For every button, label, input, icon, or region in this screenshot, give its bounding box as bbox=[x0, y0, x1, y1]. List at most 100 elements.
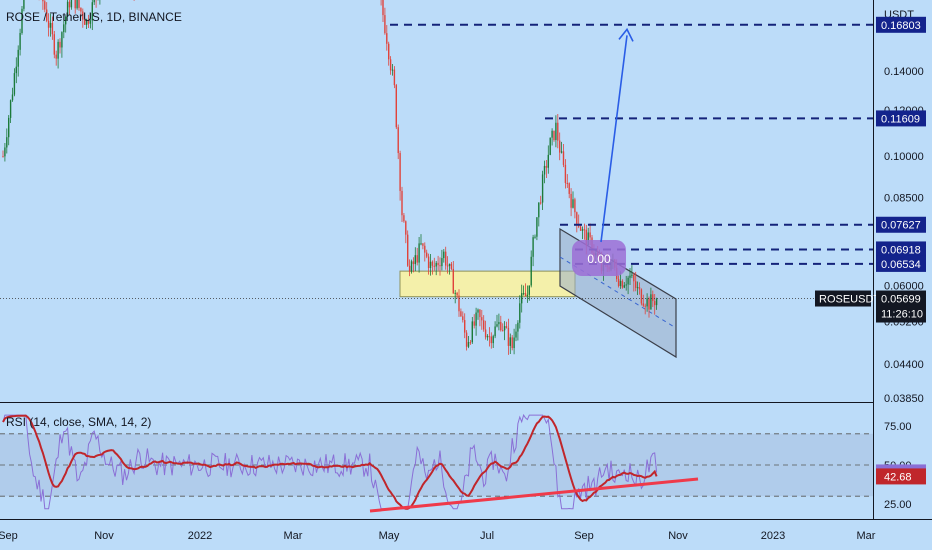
x-tick-labels: Sep Nov 2022 Mar May Jul Sep Nov 2023 Mar bbox=[0, 530, 876, 542]
candle-body bbox=[507, 327, 510, 346]
candle-body bbox=[84, 19, 86, 25]
candle bbox=[517, 320, 519, 341]
candle bbox=[389, 56, 392, 75]
x-tick-label: 2022 bbox=[188, 530, 212, 542]
candle-body bbox=[2, 156, 4, 158]
candle-body bbox=[382, 0, 384, 16]
level-label-text: 0.11609 bbox=[881, 113, 920, 125]
candle-body bbox=[82, 11, 84, 20]
candle-body bbox=[395, 85, 397, 128]
candle bbox=[625, 275, 627, 291]
level-label-text: 0.06918 bbox=[881, 244, 921, 256]
candle-body bbox=[445, 251, 447, 266]
rsi-pane[interactable]: RSI (14, close, SMA, 14, 2) bbox=[0, 413, 873, 513]
breakout-box bbox=[572, 240, 626, 276]
candle-body bbox=[15, 66, 17, 74]
price-scale[interactable]: USDT 0.140000.120000.100000.085000.06000… bbox=[815, 0, 926, 520]
candle-body bbox=[408, 265, 411, 272]
y-tick-label: 0.03850 bbox=[884, 393, 924, 405]
candle-body bbox=[568, 183, 570, 194]
candle bbox=[570, 188, 572, 217]
symbol-title: ROSE / TetherUS, 1D, BINANCE bbox=[6, 10, 182, 24]
candle bbox=[581, 226, 584, 240]
candle-body bbox=[53, 34, 55, 55]
candle bbox=[408, 259, 411, 277]
candle bbox=[515, 324, 517, 342]
candle-body bbox=[576, 212, 578, 224]
candle bbox=[410, 259, 413, 274]
candle-body bbox=[464, 320, 466, 333]
candle-body bbox=[503, 326, 506, 331]
candle-body bbox=[13, 73, 16, 95]
candle-body bbox=[65, 16, 67, 25]
candle bbox=[650, 287, 652, 310]
candle bbox=[63, 15, 65, 39]
candle bbox=[42, 0, 44, 10]
candle bbox=[422, 243, 424, 250]
candle bbox=[19, 28, 21, 56]
candle-body bbox=[538, 202, 540, 218]
candle-body bbox=[465, 332, 468, 347]
candle bbox=[443, 249, 445, 263]
candle-body bbox=[23, 0, 25, 9]
candle bbox=[481, 309, 483, 330]
channel-midline bbox=[559, 256, 677, 329]
candle-body bbox=[532, 237, 534, 257]
candle-body bbox=[456, 292, 458, 296]
candle-body bbox=[585, 229, 587, 246]
candle bbox=[646, 293, 648, 312]
candle-body bbox=[481, 317, 483, 321]
candle-body bbox=[386, 33, 388, 44]
price-pane[interactable]: 0.00 ROSE / TetherUS, 1D, BINANCE bbox=[0, 0, 873, 359]
candle bbox=[44, 0, 46, 13]
candle-body bbox=[555, 122, 557, 141]
candle-body bbox=[574, 199, 576, 213]
candle-body bbox=[467, 342, 470, 347]
level-label-bg bbox=[876, 241, 926, 258]
target-arrow-line bbox=[600, 35, 628, 243]
candle-body bbox=[4, 147, 6, 157]
candle-body bbox=[89, 20, 92, 24]
candle-body bbox=[384, 15, 386, 34]
candle bbox=[638, 282, 641, 295]
candle bbox=[621, 279, 624, 289]
candle bbox=[78, 0, 80, 11]
x-tick-label: Nov bbox=[94, 530, 114, 542]
candle-body bbox=[70, 0, 73, 8]
candle-body bbox=[502, 330, 504, 332]
candle bbox=[386, 25, 388, 51]
candle bbox=[454, 289, 456, 304]
candle-body bbox=[621, 280, 624, 288]
candle-body bbox=[424, 245, 426, 253]
last-price-bg bbox=[876, 290, 926, 323]
candle bbox=[538, 202, 540, 227]
candle-body bbox=[619, 280, 622, 286]
candle-body bbox=[644, 305, 646, 307]
candle-body bbox=[63, 24, 65, 33]
candle bbox=[57, 39, 59, 69]
x-tick-label: Sep bbox=[0, 530, 18, 542]
candle bbox=[467, 335, 470, 349]
candle bbox=[562, 144, 565, 168]
candle bbox=[99, 0, 101, 5]
candle-body bbox=[477, 309, 479, 313]
candle-body bbox=[76, 0, 78, 9]
candle-body bbox=[633, 274, 635, 282]
symbol-badge-text: ROSEUSDT bbox=[819, 294, 880, 306]
candle-body bbox=[557, 122, 559, 141]
time-axis[interactable]: Sep Nov 2022 Mar May Jul Sep Nov 2023 Mar bbox=[0, 519, 932, 543]
candle bbox=[439, 257, 441, 276]
candle-body bbox=[566, 182, 568, 184]
candle-body bbox=[579, 226, 582, 231]
candle-body bbox=[541, 174, 544, 203]
candle bbox=[502, 323, 504, 332]
candle-body bbox=[80, 7, 82, 12]
candle bbox=[536, 217, 538, 241]
candle bbox=[424, 242, 426, 262]
candle bbox=[566, 174, 568, 188]
y-tick-label: 0.08500 bbox=[884, 192, 924, 204]
candle bbox=[492, 334, 494, 348]
candle bbox=[574, 197, 576, 219]
candle bbox=[503, 321, 506, 341]
